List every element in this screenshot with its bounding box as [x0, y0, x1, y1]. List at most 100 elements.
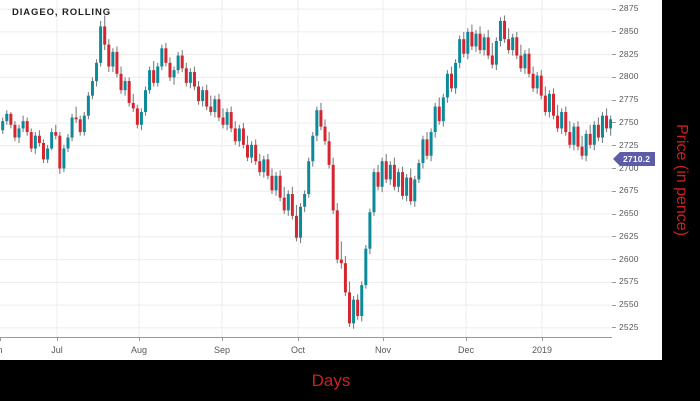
candle-body [58, 135, 62, 169]
candle-body [307, 161, 311, 195]
candle-body [29, 132, 33, 149]
candle-body [282, 197, 286, 211]
candle-body [278, 175, 282, 198]
candle-body [445, 73, 449, 98]
y-axis-label: Price (in pence) [662, 0, 700, 360]
candle-body [368, 212, 372, 249]
candle-body [246, 144, 249, 158]
candle-body [588, 133, 592, 145]
candle-body [454, 62, 458, 89]
candle-body [519, 55, 523, 69]
candle-body [95, 62, 99, 82]
y-tick-label: 2775 [619, 94, 639, 105]
candle-body [164, 48, 168, 63]
y-tick-label: 2575 [619, 276, 639, 287]
candle-body [425, 139, 429, 156]
candle-body [609, 119, 612, 129]
y-tick-label: 2650 [619, 208, 639, 219]
candle-body [258, 161, 262, 173]
candle-body [323, 126, 327, 142]
candle-body [421, 139, 425, 164]
y-tick-mark [612, 31, 616, 33]
candle-body [507, 39, 511, 51]
candle-body [343, 263, 347, 293]
candle-body [600, 115, 604, 138]
candle-body [401, 172, 405, 196]
candle-body [478, 33, 482, 51]
candle-body [66, 137, 70, 149]
candle-body [192, 71, 196, 87]
candle-body [139, 112, 143, 125]
candle-body [221, 117, 225, 125]
y-tick-label: 2875 [619, 3, 639, 14]
candle-body [405, 177, 409, 196]
y-tick-label: 2725 [619, 139, 639, 150]
candle-body [543, 95, 547, 113]
candle-body [470, 31, 474, 47]
candle-body [409, 177, 413, 202]
x-tick-mark [139, 337, 140, 341]
y-tick-mark [612, 259, 616, 261]
candle-body [458, 39, 462, 63]
candle-body [490, 55, 494, 65]
last-price-tag: 2710.2 [612, 152, 656, 167]
candle-body [466, 31, 470, 54]
candle-body [552, 93, 555, 116]
candle-body [339, 259, 343, 264]
y-tick-mark [612, 304, 616, 306]
x-axis-line [0, 337, 612, 338]
candle-body [294, 215, 298, 238]
candle-body [384, 161, 388, 180]
x-tick-label: Nov [374, 345, 392, 355]
candle-body [54, 132, 58, 136]
candle-body [270, 175, 274, 191]
candle-body [25, 121, 29, 133]
y-tick-mark [612, 168, 616, 169]
candle-body [213, 99, 217, 113]
candle-body [188, 71, 192, 83]
candle-body [131, 102, 135, 109]
candle-body [299, 206, 303, 238]
x-tick-label: Aug [130, 345, 148, 355]
candle-body [560, 112, 564, 129]
candle-body [254, 144, 258, 162]
candle-body [596, 124, 600, 138]
candle-body [556, 115, 560, 129]
candle-body [474, 33, 478, 47]
candle-body [576, 126, 580, 147]
x-tick-label: 2019 [531, 345, 553, 355]
y-tick-mark [612, 190, 616, 192]
candle-body [539, 75, 543, 96]
y-tick-mark [612, 99, 616, 101]
candle-body [201, 90, 205, 102]
candle-body [176, 55, 180, 71]
candle-body [241, 128, 245, 145]
y-axis: 2525 2550 2575 2600 2625 2650 2675 2700 2725 2750… [612, 0, 662, 337]
candle-body [250, 144, 254, 158]
candle-body [21, 121, 25, 129]
candle-body [237, 128, 241, 142]
y-tick-mark [612, 281, 616, 283]
x-tick-mark [0, 337, 1, 341]
candle-body [168, 62, 172, 78]
x-tick-mark [383, 337, 384, 341]
candle-body [494, 40, 498, 65]
candle-body [111, 51, 115, 67]
x-tick-label: Jul [51, 345, 63, 355]
candle-body [527, 53, 531, 74]
candle-body [152, 70, 156, 83]
candlestick-svg [0, 0, 612, 337]
candle-body [376, 172, 380, 187]
candle-body [99, 26, 103, 63]
x-axis-label-band: Days [0, 360, 662, 401]
y-axis-label-text: Price (in pence) [673, 123, 691, 237]
candle-body [498, 20, 502, 41]
candle-body [388, 164, 392, 180]
candle-body [5, 113, 9, 122]
candle-body [86, 95, 90, 116]
y-tick-mark [612, 54, 616, 56]
candle-body [568, 132, 572, 145]
candle-body [547, 93, 551, 113]
candle-body [135, 108, 139, 125]
